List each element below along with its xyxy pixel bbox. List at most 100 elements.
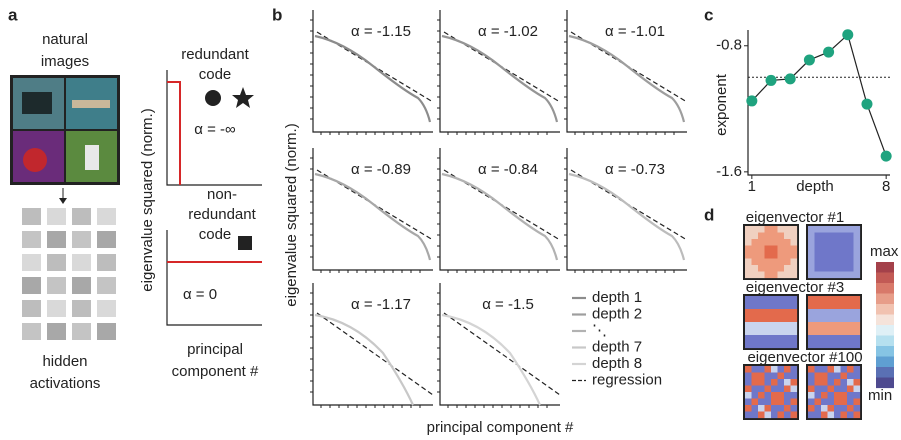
- eigenvector-pixel: [808, 398, 815, 406]
- eigenvector-pixel: [821, 322, 828, 329]
- eigenvector-pixel: [827, 302, 835, 310]
- eigenvector-pixel: [784, 258, 791, 266]
- eigenvector-pixel: [777, 385, 785, 393]
- activation-grid: [22, 208, 116, 340]
- eigenvector-pixel: [853, 232, 861, 240]
- eigenvector-pixel: [751, 265, 759, 272]
- eigenvector-pixel: [790, 385, 798, 393]
- eigenvector-pixel: [764, 226, 772, 233]
- eigenvector-pixel: [745, 245, 752, 253]
- activation-unit: [22, 254, 41, 271]
- eigenvector-pixel: [751, 258, 759, 266]
- eigenvector-pixel: [758, 341, 765, 349]
- eigenvector-pixel: [745, 411, 752, 419]
- activation-unit: [72, 254, 91, 271]
- activation-unit: [22, 277, 41, 294]
- alpha-label: α = 0: [183, 286, 217, 303]
- eigenvector-pixel: [784, 309, 791, 316]
- eigenvector-pixel: [808, 405, 815, 412]
- colorbar-segment: [876, 335, 894, 347]
- eigenvector-pixel: [790, 265, 798, 272]
- eigenvector-pixel: [777, 372, 785, 380]
- x-tick-label: 8: [882, 178, 890, 195]
- eigenvector-pixel: [834, 296, 841, 303]
- eigenvector-title: eigenvector #1: [746, 209, 844, 226]
- eigenvector-pixel: [764, 398, 772, 406]
- eigenvector-pixel: [814, 302, 822, 310]
- colorbar-max: max: [870, 243, 899, 260]
- eigenvector-pixel: [745, 379, 752, 386]
- code-title: code: [199, 66, 232, 83]
- eigenvector-pixel: [847, 245, 854, 253]
- eigenvector-pixel: [745, 315, 752, 323]
- eigenvector-pixel: [814, 341, 822, 349]
- eigenvector-pixel: [814, 405, 822, 412]
- eigenvector-pixel: [777, 315, 785, 323]
- panel-label: c: [704, 5, 713, 24]
- eigenvector-pixel: [745, 258, 752, 266]
- eigenvector-pixel: [834, 405, 841, 412]
- activation-unit: [72, 323, 91, 340]
- eigenvector-pixel: [853, 296, 861, 303]
- eigenvector-pixel: [814, 226, 822, 233]
- eigenvector-pixel: [790, 398, 798, 406]
- eigenvector-pixel: [840, 296, 848, 303]
- eigenvector-pixel: [821, 405, 828, 412]
- eigenvector-pixel: [808, 328, 815, 336]
- eigenvector-pixel: [758, 385, 765, 393]
- eigenvector-pixel: [853, 226, 861, 233]
- eigenvector-pixel: [847, 252, 854, 259]
- colorbar-segment: [876, 367, 894, 378]
- eigenvector-pixel: [751, 379, 759, 386]
- legend-label: ⋱: [592, 322, 607, 339]
- eigenvector-pixel: [821, 226, 828, 233]
- eigenvector-pixel: [771, 385, 778, 393]
- eigenvector-pixel: [853, 398, 861, 406]
- eigenvector-pixel: [808, 302, 815, 310]
- eigenvector-pixel: [764, 239, 772, 246]
- eigenvector-pixel: [790, 315, 798, 323]
- eigenvector-pixel: [840, 239, 848, 246]
- eigenvector-pixel: [784, 335, 791, 342]
- eigenvector-pixel: [821, 296, 828, 303]
- alpha-label: α = -0.73: [605, 161, 665, 178]
- y-axis-label: exponent: [713, 73, 730, 136]
- eigenvector-pixel: [821, 335, 828, 342]
- eigenvector-pixel: [764, 252, 772, 259]
- axis: [747, 30, 890, 176]
- eigenvector-pixel: [853, 372, 861, 380]
- colorbar-segment: [876, 272, 894, 284]
- eigenvector-pixel: [827, 265, 835, 272]
- eigenvector-pixel: [764, 372, 772, 380]
- activation-unit: [47, 277, 66, 294]
- eigenvector-pixel: [758, 398, 765, 406]
- eigenvector-pixel: [771, 296, 778, 303]
- eigenvector-pixel: [847, 392, 854, 399]
- eigenvector-pixel: [790, 226, 798, 233]
- eigenvector-pixel: [840, 265, 848, 272]
- eigenvector-pixel: [847, 398, 854, 406]
- eigenvector-pixel: [821, 265, 828, 272]
- eigenvector-pixel: [834, 341, 841, 349]
- eigenvector-pixel: [827, 366, 835, 373]
- eigenvector-pixel: [853, 252, 861, 259]
- eigenvector-pixel: [814, 315, 822, 323]
- eigenvector-pixel: [790, 366, 798, 373]
- eigenvector-pixel: [821, 372, 828, 380]
- x-tick-label: 1: [748, 178, 756, 195]
- eigenvector-pixel: [764, 309, 772, 316]
- eigenvector-pixel: [827, 328, 835, 336]
- alpha-label: α = -1.15: [351, 23, 411, 40]
- eigenvector-pixel: [758, 309, 765, 316]
- spectrum-line: [167, 81, 181, 185]
- eigenvector-pixel: [840, 398, 848, 406]
- eigenvector-pixel: [771, 366, 778, 373]
- eigenvector-pixel: [790, 322, 798, 329]
- eigenvector-pixel: [758, 372, 765, 380]
- legend-label: depth 1: [592, 289, 642, 306]
- eigenvector-pixel: [853, 392, 861, 399]
- eigenvector-pixel: [784, 341, 791, 349]
- eigenvector-pixel: [771, 245, 778, 253]
- axis: [166, 70, 262, 186]
- alpha-label: α = -1.5: [482, 296, 534, 313]
